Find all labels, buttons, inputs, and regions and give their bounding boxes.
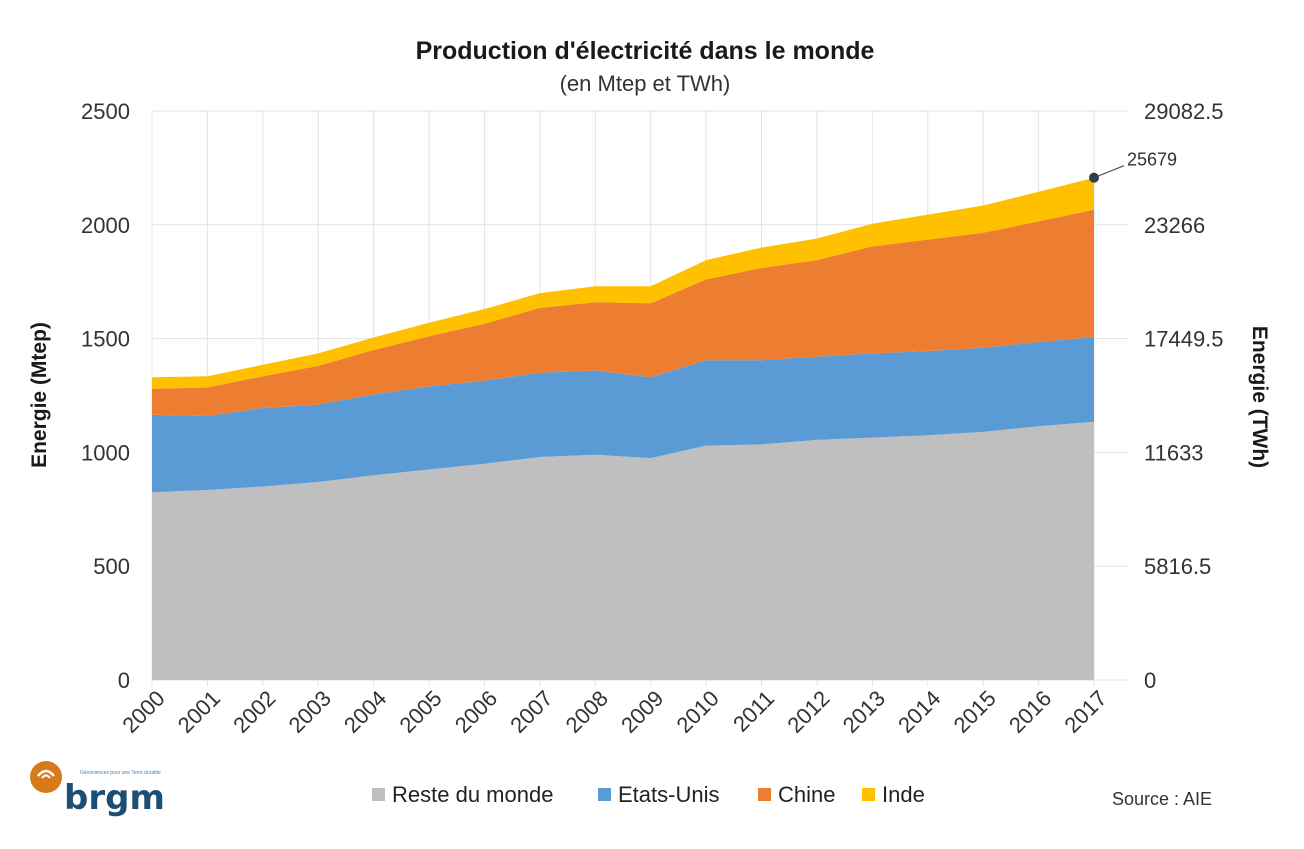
annotation-label: 25679 bbox=[1127, 150, 1177, 170]
y-tick-label: 1500 bbox=[81, 327, 130, 352]
legend-label: Reste du monde bbox=[392, 782, 553, 807]
legend-item: Chine bbox=[758, 782, 835, 807]
area-reste-du-monde bbox=[152, 421, 1094, 680]
legend-item: Etats-Unis bbox=[598, 782, 719, 807]
y-axis-right: 0 5816.5 11633 17449.5 23266 29082.5 bbox=[1144, 99, 1224, 693]
y2-tick-label: 17449.5 bbox=[1144, 327, 1224, 352]
y2-tick-label: 11633 bbox=[1144, 440, 1204, 465]
x-tick-label: 2004 bbox=[339, 686, 391, 738]
x-tick-label: 2012 bbox=[782, 686, 834, 738]
y-tick-label: 1000 bbox=[81, 440, 130, 465]
logo-arc-inner-icon bbox=[41, 774, 51, 779]
chart-subtitle: (en Mtep et TWh) bbox=[560, 71, 731, 96]
annotation-leader-line bbox=[1093, 165, 1125, 179]
legend-swatch bbox=[598, 788, 611, 801]
x-tick-label: 2006 bbox=[450, 686, 502, 738]
legend-label: Chine bbox=[778, 782, 835, 807]
area-etats-unis bbox=[152, 337, 1094, 493]
area-series bbox=[152, 177, 1094, 680]
legend-swatch bbox=[372, 788, 385, 801]
x-tick-label: 2009 bbox=[616, 686, 668, 738]
legend-label: Inde bbox=[882, 782, 925, 807]
x-tick-label: 2016 bbox=[1004, 686, 1056, 738]
x-axis: 2000 2001 2002 2003 2004 2005 2006 2007 2008 2009… bbox=[117, 686, 1111, 738]
legend-label: Etats-Unis bbox=[618, 782, 719, 807]
x-tick-label: 2014 bbox=[893, 686, 945, 738]
y-tick-label: 2500 bbox=[81, 99, 130, 124]
x-tick-label: 2005 bbox=[394, 686, 446, 738]
annotation: 25679 bbox=[1089, 150, 1177, 183]
x-tick-label: 2010 bbox=[672, 686, 724, 738]
legend-swatch bbox=[862, 788, 875, 801]
x-tick-label: 2007 bbox=[505, 686, 557, 738]
y-axis-left: 0 500 1000 1500 2000 2500 bbox=[81, 99, 130, 693]
annotation-marker bbox=[1089, 172, 1099, 183]
y2-tick-label: 5816.5 bbox=[1144, 554, 1211, 579]
logo-arc-icon bbox=[37, 769, 55, 777]
legend: Reste du monde Etats-Unis Chine Inde bbox=[372, 782, 925, 807]
y-axis-title-right: Energie (TWh) bbox=[1248, 326, 1271, 468]
x-tick-label: 2011 bbox=[728, 686, 779, 737]
brgm-logo: brgm Géosciences pour une Terre durable bbox=[30, 761, 165, 818]
legend-swatch bbox=[758, 788, 771, 801]
y-axis-title-left: Energie (Mtep) bbox=[28, 322, 51, 468]
x-tick-label: 2001 bbox=[173, 686, 225, 738]
x-tick-label: 2008 bbox=[561, 686, 613, 738]
y2-tick-label: 29082.5 bbox=[1144, 99, 1224, 124]
y-tick-label: 0 bbox=[118, 668, 130, 693]
area-chine bbox=[152, 209, 1094, 416]
y-tick-label: 2000 bbox=[81, 213, 130, 238]
area-inde bbox=[152, 177, 1094, 389]
legend-item: Inde bbox=[862, 782, 925, 807]
y2-tick-label: 0 bbox=[1144, 668, 1156, 693]
logo-wordmark: brgm bbox=[64, 778, 165, 818]
x-tick-label: 2002 bbox=[228, 686, 280, 738]
x-tick-label: 2013 bbox=[838, 686, 890, 738]
y2-tick-label: 23266 bbox=[1144, 213, 1205, 238]
x-tick-label: 2017 bbox=[1059, 686, 1111, 738]
logo-circle-icon bbox=[30, 761, 62, 793]
source-label: Source : AIE bbox=[1112, 789, 1212, 809]
chart-title: Production d'électricité dans le monde bbox=[416, 37, 875, 65]
x-tick-label: 2003 bbox=[284, 686, 336, 738]
legend-item: Reste du monde bbox=[372, 782, 553, 807]
logo-tagline: Géosciences pour une Terre durable bbox=[80, 770, 161, 776]
y-tick-label: 500 bbox=[93, 554, 130, 579]
x-tick-label: 2000 bbox=[117, 686, 169, 738]
x-tick-label: 2015 bbox=[949, 686, 1001, 738]
